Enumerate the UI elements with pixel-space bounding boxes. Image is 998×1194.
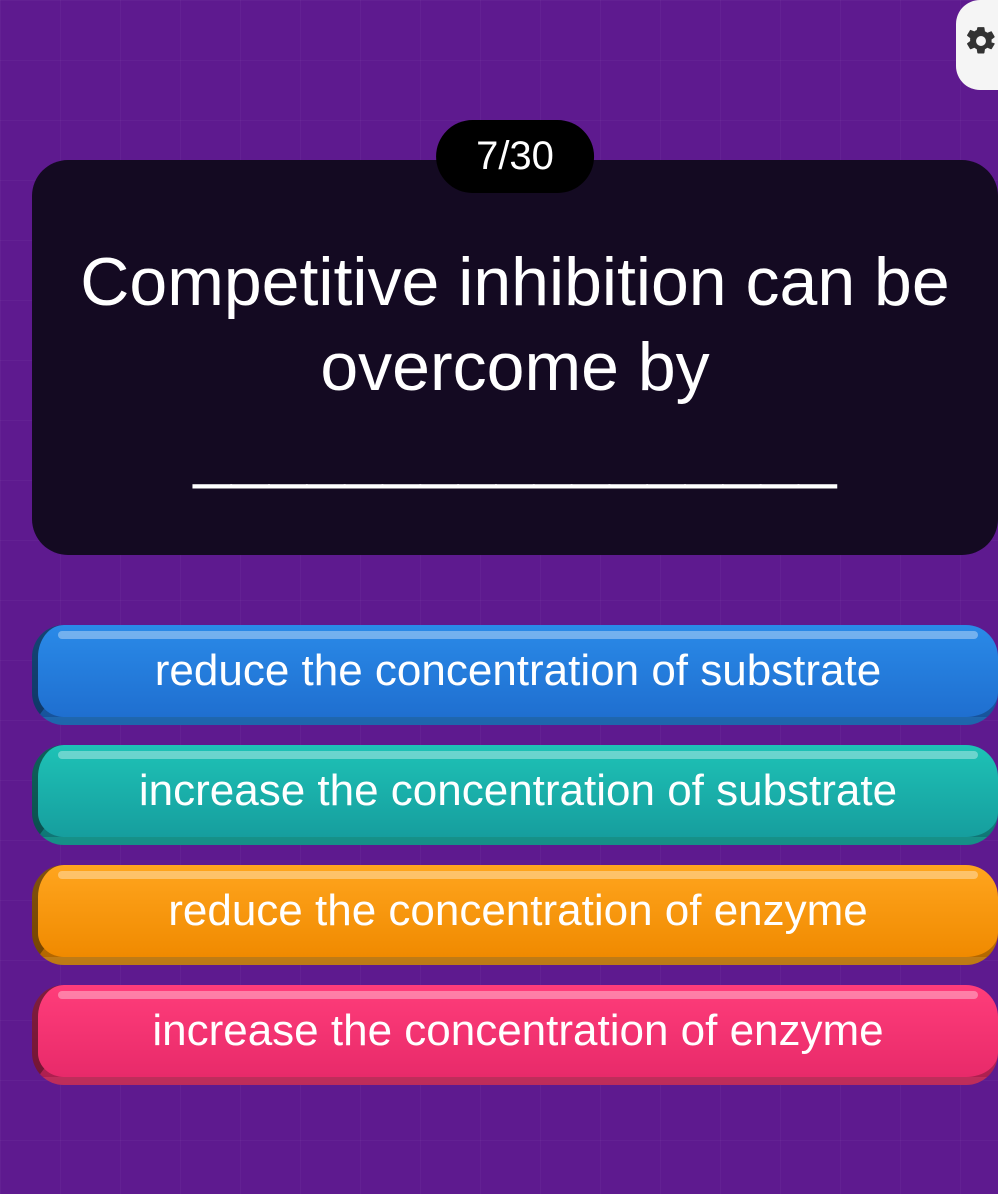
settings-button[interactable] [956,0,998,90]
answer-label: increase the concentration of enzyme [152,1006,883,1056]
answer-label: reduce the concentration of enzyme [168,886,868,936]
quiz-stage: 7/30 Competitive inhibition can be overc… [32,160,998,1085]
answer-label: reduce the concentration of substrate [155,646,881,696]
answer-option-1[interactable]: reduce the concentration of substrate [32,625,998,725]
answer-option-2[interactable]: increase the concentration of substrate [32,745,998,845]
question-counter: 7/30 [436,120,594,193]
question-wrap: 7/30 Competitive inhibition can be overc… [32,160,998,555]
answer-label: increase the concentration of substrate [139,766,897,816]
question-card: Competitive inhibition can be overcome b… [32,160,998,555]
question-text: Competitive inhibition can be overcome b… [60,240,970,495]
gear-icon [964,23,998,68]
answers-list: reduce the concentration of substrate in… [32,625,998,1085]
answer-option-4[interactable]: increase the concentration of enzyme [32,985,998,1085]
answer-option-3[interactable]: reduce the concentration of enzyme [32,865,998,965]
